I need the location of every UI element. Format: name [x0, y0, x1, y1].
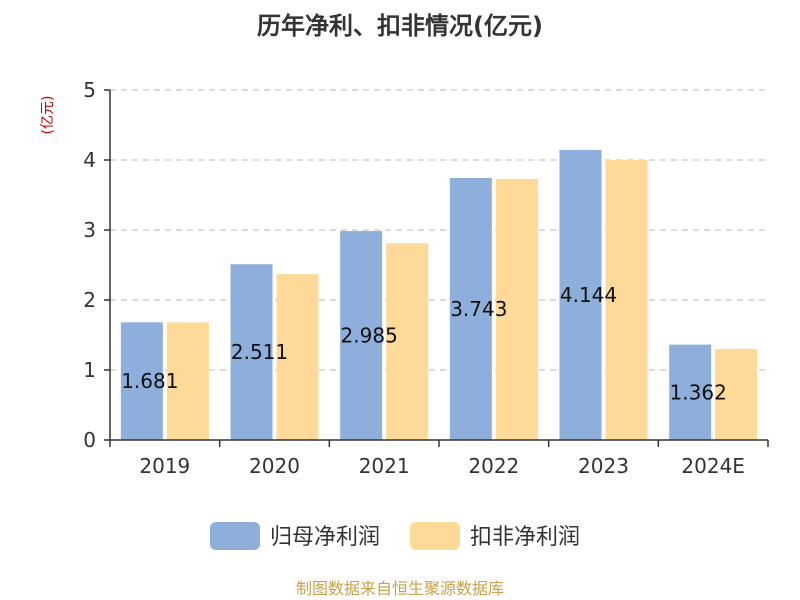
y-tick-label: 0: [83, 428, 96, 452]
bar-deducted-net-profit[interactable]: [715, 349, 758, 440]
bar-parent-net-profit[interactable]: [340, 231, 383, 440]
bar-parent-net-profit[interactable]: [669, 344, 712, 440]
bar-deducted-net-profit[interactable]: [386, 243, 429, 440]
legend[interactable]: 归母净利润 扣非净利润: [210, 522, 580, 550]
data-label: 4.144: [560, 283, 617, 307]
legend-swatch[interactable]: [210, 522, 260, 550]
legend-swatch[interactable]: [410, 522, 460, 550]
bar-deducted-net-profit[interactable]: [276, 274, 319, 440]
y-tick-label: 4: [83, 148, 96, 172]
data-label: 2.511: [231, 340, 288, 364]
bar-parent-net-profit[interactable]: [559, 149, 602, 441]
legend-label[interactable]: 归母净利润: [270, 525, 380, 550]
x-tick-label: 2020: [249, 454, 300, 478]
x-tick-label: 2021: [359, 454, 410, 478]
bar-deducted-net-profit[interactable]: [166, 322, 209, 440]
source-note: 制图数据来自恒生聚源数据库: [296, 579, 504, 598]
bar-parent-net-profit[interactable]: [120, 322, 163, 440]
bar-deducted-net-profit[interactable]: [495, 178, 538, 440]
bar-parent-net-profit[interactable]: [230, 264, 273, 440]
y-tick-label: 1: [83, 358, 96, 382]
y-tick-label: 2: [83, 288, 96, 312]
x-tick-label: 2022: [468, 454, 519, 478]
data-label: 1.362: [670, 380, 727, 404]
bar-deducted-net-profit[interactable]: [605, 160, 648, 440]
bar-parent-net-profit[interactable]: [449, 177, 492, 441]
y-tick-label: 5: [83, 78, 96, 102]
y-tick-label: 3: [83, 218, 96, 242]
data-labels: 1.681 2.511 2.985 3.743 4.144 1.362: [121, 283, 727, 404]
legend-label[interactable]: 扣非净利润: [470, 525, 580, 550]
bars: [120, 149, 758, 441]
x-tick-label: 2019: [139, 454, 190, 478]
y-axis-unit: (亿元): [40, 96, 56, 135]
data-label: 1.681: [121, 369, 178, 393]
data-label: 2.985: [341, 324, 398, 348]
x-tick-label: 2024E: [681, 454, 745, 478]
chart-title: 历年净利、扣非情况(亿元): [257, 12, 543, 40]
data-label: 3.743: [450, 297, 507, 321]
x-tick-label: 2023: [578, 454, 629, 478]
axes: 0 1 2 3 4 5 2019 2020 2021 2022 2023 2024E: [83, 78, 769, 478]
